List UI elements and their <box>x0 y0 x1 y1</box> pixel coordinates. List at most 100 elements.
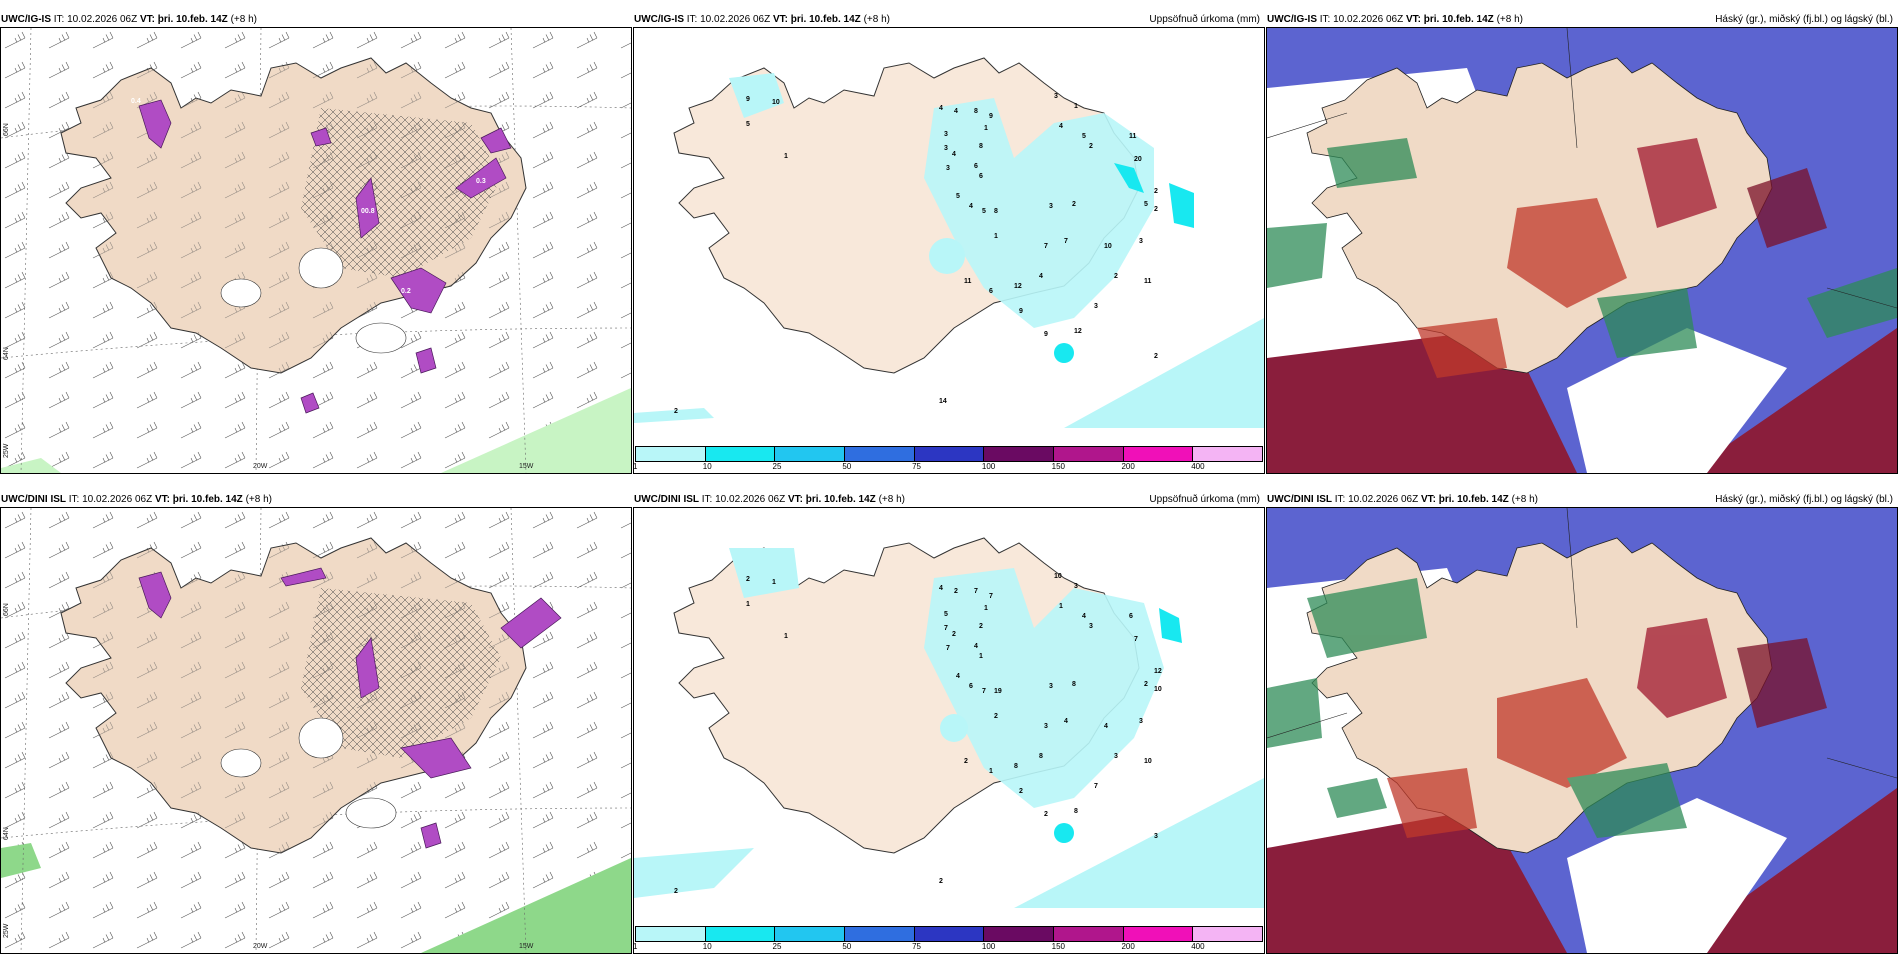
precip-value: 4 <box>974 643 978 650</box>
svg-text:00.8: 00.8 <box>361 208 375 215</box>
precip-value: 9 <box>746 96 750 103</box>
legend-tick: 75 <box>912 462 922 471</box>
product-title: Háský (gr.), miðský (fj.bl.) og lágský (… <box>1715 494 1893 505</box>
precip-value: 8 <box>1072 681 1076 688</box>
precip-value: 7 <box>946 645 950 652</box>
legend-tick: 25 <box>772 462 782 471</box>
precip-value: 8 <box>994 208 998 215</box>
precip-value: 5 <box>944 611 948 618</box>
legend-tick: 1 <box>633 942 638 951</box>
precip-value: 6 <box>969 683 973 690</box>
legend-swatch <box>635 926 705 942</box>
precip-value: 2 <box>994 713 998 720</box>
precip-value: 7 <box>944 625 948 632</box>
precip-legend-labels: 1 10 25 50 75 100 150 200 400 <box>633 462 1263 473</box>
precip-value: 8 <box>974 108 978 115</box>
legend-tick: 1 <box>633 462 638 471</box>
legend-tick: 400 <box>1191 942 1205 951</box>
precip-value: 8 <box>1039 753 1043 760</box>
legend-swatch <box>983 926 1054 942</box>
precip-map-panel-top: UWC/IG-IS IT: 10.02.2026 06Z VT: þri. 10… <box>633 12 1265 474</box>
init-time: 10.02.2026 06Z <box>67 14 138 25</box>
legend-swatch <box>844 926 914 942</box>
cloud-map-panel-top: UWC/IG-IS IT: 10.02.2026 06Z VT: þri. 10… <box>1266 12 1898 474</box>
precip-value: 7 <box>1134 636 1138 643</box>
precip-value: 7 <box>989 593 993 600</box>
precip-value: 4 <box>952 151 956 158</box>
precip-value: 4 <box>1104 723 1108 730</box>
lat-label-66: 66N <box>3 123 10 136</box>
product-title: Háský (gr.), miðský (fj.bl.) og lágský (… <box>1715 14 1893 25</box>
wind-map-panel-top: UWC/IG-IS IT: 10.02.2026 06Z VT: þri. 10… <box>0 12 632 474</box>
precip-value: 1 <box>994 233 998 240</box>
precip-value: 3 <box>1114 753 1118 760</box>
precip-value: 3 <box>1054 93 1058 100</box>
precip-value: 2 <box>954 588 958 595</box>
precip-value: 2 <box>1154 206 1158 213</box>
legend-tick: 10 <box>702 462 712 471</box>
wind-map[interactable]: 66N 64N 25W 20W 15W <box>0 507 632 954</box>
legend-tick: 100 <box>981 942 996 951</box>
panel-header: UWC/IG-IS IT: 10.02.2026 06Z VT: þri. 10… <box>1 14 257 25</box>
precip-value: 3 <box>944 145 948 152</box>
precip-value: 4 <box>956 673 960 680</box>
precip-legend <box>635 446 1264 462</box>
precip-value: 3 <box>946 165 950 172</box>
precip-legend <box>635 926 1264 942</box>
legend-tick: 400 <box>1191 462 1205 471</box>
legend-swatch <box>774 926 845 942</box>
legend-swatch <box>983 446 1054 462</box>
precip-value: 11 <box>964 278 972 285</box>
precip-value: 4 <box>954 108 958 115</box>
legend-tick: 200 <box>1121 942 1135 951</box>
precip-value: 3 <box>1044 723 1048 730</box>
precip-value: 10 <box>1054 573 1062 580</box>
cloud-map[interactable] <box>1266 27 1898 474</box>
model-name: UWC/DINI ISL <box>1 494 66 505</box>
lead-time: (+8 h) <box>230 14 257 25</box>
precip-value: 2 <box>1144 681 1148 688</box>
lon-label-20: 20W <box>253 463 268 470</box>
precip-value: 10 <box>1144 758 1152 765</box>
precip-value: 1 <box>984 125 988 132</box>
legend-tick: 200 <box>1121 462 1135 471</box>
precip-value: 2 <box>1114 273 1118 280</box>
precip-value: 14 <box>939 398 947 405</box>
precip-legend-labels: 1 10 25 50 75 100 150 200 400 <box>633 942 1263 953</box>
precip-value: 7 <box>1044 243 1048 250</box>
precip-value: 3 <box>1139 238 1143 245</box>
wind-map[interactable]: 0.4 00.8 0.2 0.3 66N 64N 25W 20W 15W <box>0 27 632 474</box>
precip-value: 4 <box>1064 718 1068 725</box>
precip-value: 12 <box>1014 283 1022 290</box>
precip-value: 2 <box>964 758 968 765</box>
precip-value: 10 <box>1154 686 1162 693</box>
legend-swatch <box>635 446 705 462</box>
precip-map[interactable]: 9 10 5 1 4 4 8 9 1 3 3 4 8 3 6 6 5 4 5 8 3 1 4 5 2 11 20 3 2 5 1 11 12 7 7… <box>633 27 1265 474</box>
wind-map-labels: 0.4 00.8 0.2 0.3 <box>131 98 486 295</box>
precip-value: 2 <box>979 623 983 630</box>
legend-tick: 75 <box>912 942 922 951</box>
precip-value: 7 <box>1064 238 1068 245</box>
precip-value: 11 <box>1129 133 1137 140</box>
precip-value: 11 <box>1144 278 1152 285</box>
precip-value: 3 <box>1089 623 1093 630</box>
legend-swatch <box>844 446 914 462</box>
legend-tick: 25 <box>772 942 782 951</box>
cloud-map[interactable] <box>1266 507 1898 954</box>
precip-value: 5 <box>1144 201 1148 208</box>
panel-header: UWC/IG-IS IT: 10.02.2026 06Z VT: þri. 10… <box>1267 14 1893 25</box>
legend-tick: 100 <box>981 462 996 471</box>
precip-value: 5 <box>1082 133 1086 140</box>
precip-value: 3 <box>1049 683 1053 690</box>
precip-value: 8 <box>1074 808 1078 815</box>
wind-map-canvas: 0.4 00.8 0.2 0.3 <box>1 28 631 473</box>
precip-value: 7 <box>1094 783 1098 790</box>
lon-label-15: 15W <box>519 463 534 470</box>
cloud-map-canvas <box>1267 508 1897 953</box>
precip-map[interactable]: 2 1 1 1 4 2 7 7 1 5 7 2 2 7 4 1 4 6 7 19 10 3 1 4 3 6 7 3 8 2 2 10 8 3 4 3 3… <box>633 507 1265 954</box>
precip-value: 3 <box>1049 203 1053 210</box>
precip-value: 4 <box>939 105 943 112</box>
